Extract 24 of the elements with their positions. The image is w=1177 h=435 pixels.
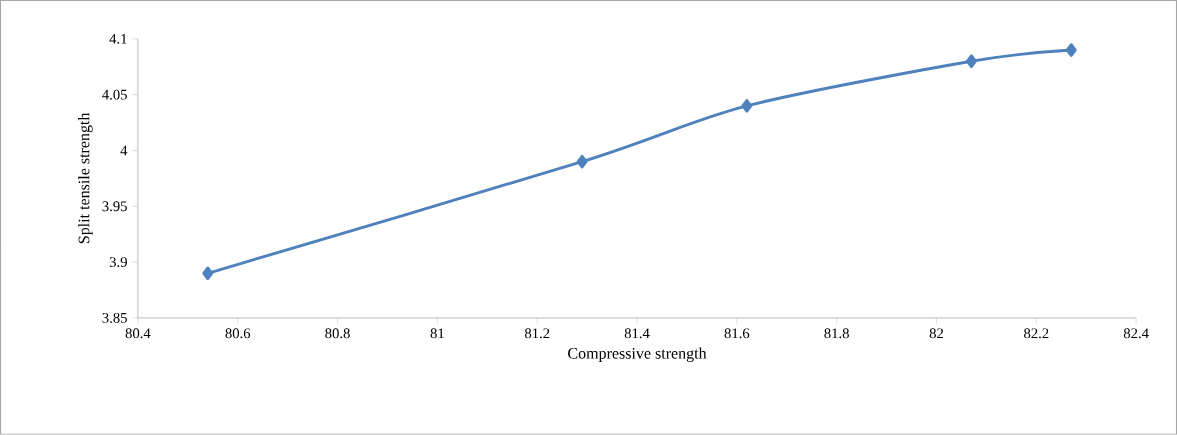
y-tick-label: 4.05 — [102, 89, 127, 100]
y-tick-label: 3.85 — [102, 313, 127, 323]
point — [965, 54, 977, 69]
point — [576, 154, 588, 169]
point — [741, 99, 753, 113]
x-tick-label: 81.6 — [724, 328, 750, 339]
x-tick-label: 81.4 — [624, 328, 650, 339]
point — [1065, 43, 1077, 57]
y-axis-title: Split tensile strength — [78, 112, 93, 244]
x-tick-label: 82.4 — [1123, 328, 1149, 339]
point — [202, 266, 214, 281]
y-tick-label: 3.95 — [102, 201, 127, 212]
x-tick-label: 80.8 — [325, 328, 350, 339]
x-tick-label: 81 — [430, 328, 444, 339]
y-tick-label: 4 — [120, 145, 128, 156]
y-tick-label: 4.1 — [109, 34, 127, 44]
x-axis-title: Compressive strength — [568, 347, 707, 363]
x-tick-label: 82.2 — [1024, 328, 1049, 339]
x-tick-label: 82 — [929, 328, 944, 339]
x-tick-label: 81.2 — [524, 328, 550, 339]
x-tick-label: 81.8 — [824, 328, 849, 339]
x-tick-label: 80.6 — [225, 328, 251, 339]
x-tick-label: 80.4 — [125, 328, 151, 339]
y-tick-label: 3.9 — [109, 257, 127, 268]
